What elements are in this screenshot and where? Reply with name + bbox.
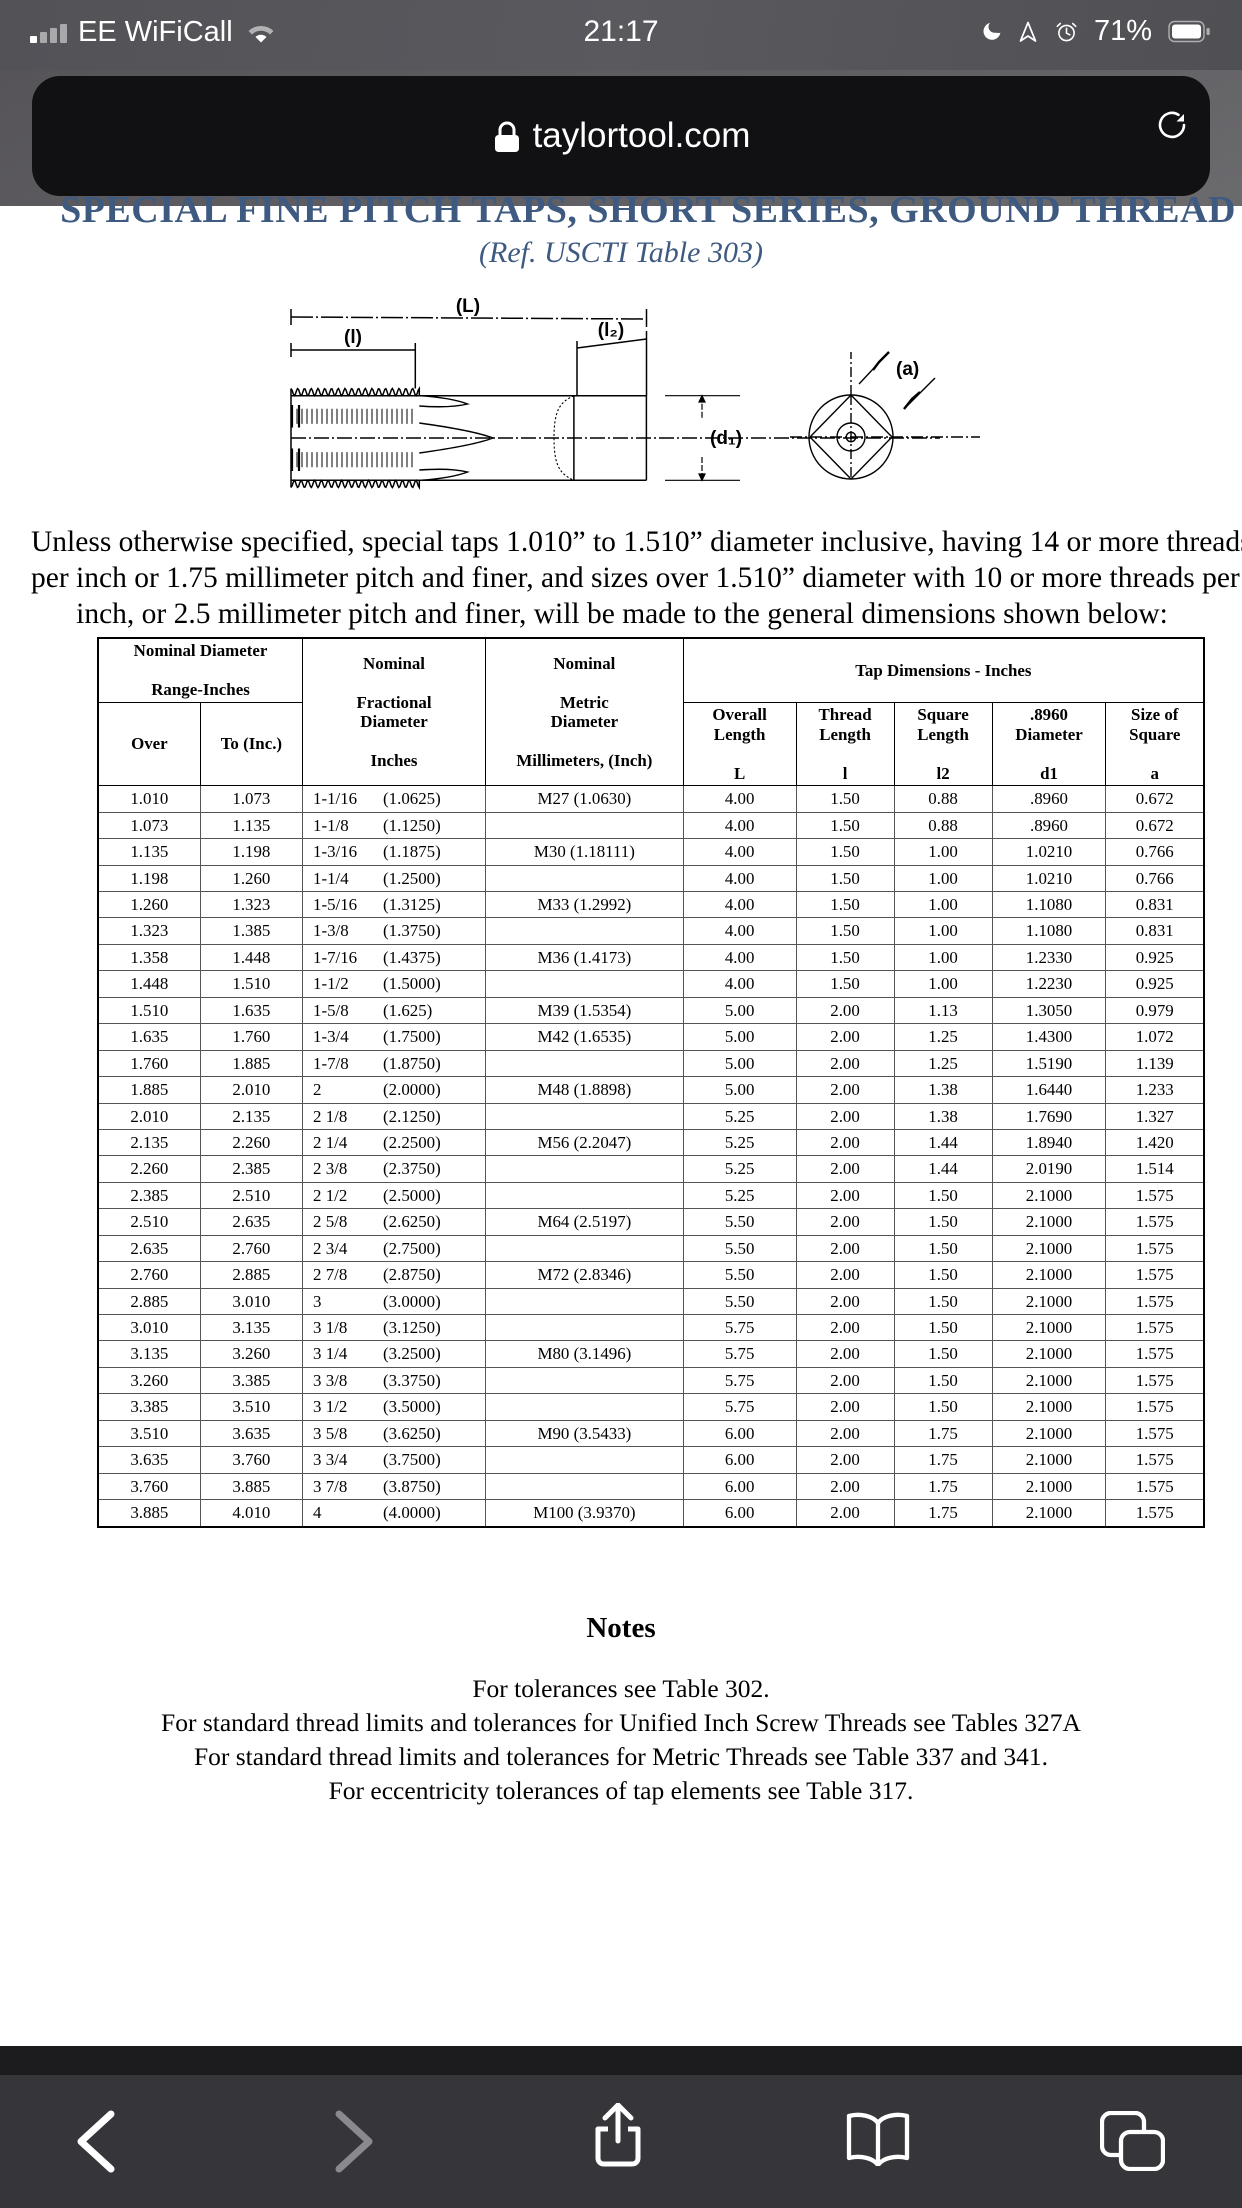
svg-text:(l): (l) (344, 327, 362, 348)
svg-text:(d₁): (d₁) (710, 428, 742, 449)
svg-text:(L): (L) (456, 296, 480, 317)
svg-text:(a): (a) (896, 359, 919, 380)
svg-text:(l₂): (l₂) (598, 320, 624, 341)
